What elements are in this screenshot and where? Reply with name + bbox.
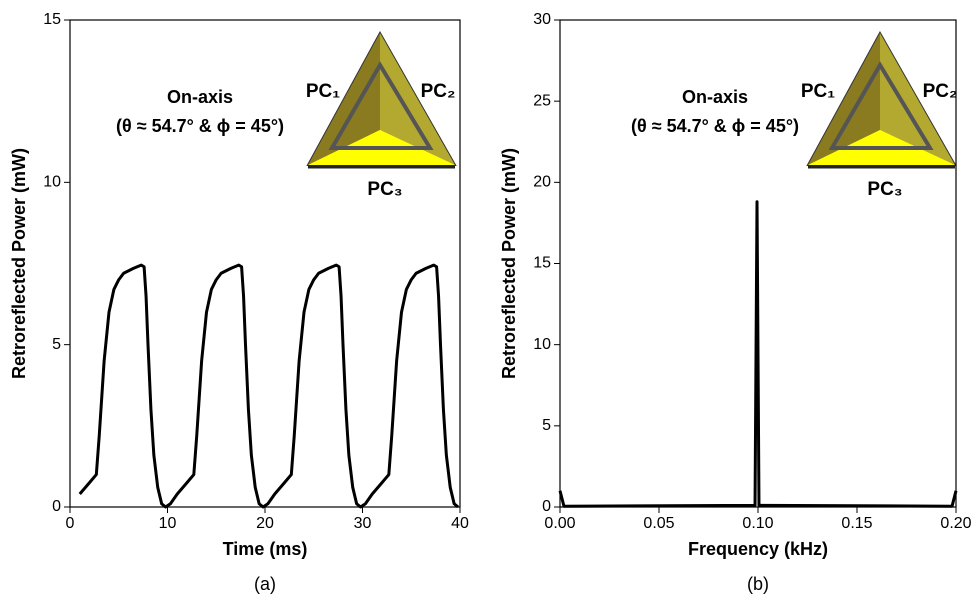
x-tick-label: 20 bbox=[256, 515, 274, 532]
annotation: On-axis bbox=[682, 87, 748, 107]
y-axis-label: Retroreflected Power (mW) bbox=[499, 148, 519, 379]
x-tick-label: 0.10 bbox=[742, 515, 773, 532]
x-axis-label: Time (ms) bbox=[223, 539, 308, 559]
pc-label: PC₂ bbox=[421, 81, 456, 102]
pc-label: PC₁ bbox=[306, 81, 340, 102]
pc-label: PC₁ bbox=[801, 81, 835, 102]
x-tick-label: 0 bbox=[66, 515, 75, 532]
pyramid-icon bbox=[806, 30, 957, 169]
y-tick-label: 0 bbox=[542, 498, 551, 515]
x-tick-label: 0.15 bbox=[841, 515, 872, 532]
pyramid-inner bbox=[328, 61, 434, 150]
x-tick-label: 0.20 bbox=[940, 515, 971, 532]
pc-label: PC₃ bbox=[367, 179, 402, 200]
pyramid-inner bbox=[828, 61, 934, 150]
panel-label: (b) bbox=[747, 574, 769, 594]
y-tick-label: 20 bbox=[533, 174, 551, 191]
annotation: On-axis bbox=[167, 87, 233, 107]
pyramid-icon bbox=[306, 30, 457, 169]
pyramid-face bbox=[808, 33, 880, 165]
pc-label: PC₃ bbox=[867, 179, 902, 200]
pyramid-face bbox=[308, 33, 380, 165]
x-tick-label: 40 bbox=[451, 515, 469, 532]
panel-label: (a) bbox=[254, 574, 276, 594]
pyramid-face bbox=[380, 33, 455, 165]
y-tick-label: 30 bbox=[533, 11, 551, 28]
x-tick-label: 0.00 bbox=[544, 515, 575, 532]
y-tick-label: 5 bbox=[52, 336, 61, 353]
y-tick-label: 10 bbox=[43, 174, 61, 191]
pc-label: PC₂ bbox=[923, 81, 958, 102]
x-axis-label: Frequency (kHz) bbox=[688, 539, 828, 559]
data-line bbox=[78, 263, 460, 509]
y-tick-label: 25 bbox=[533, 92, 551, 109]
annotation: (θ ≈ 54.7° & ϕ = 45°) bbox=[116, 116, 284, 136]
y-tick-label: 5 bbox=[542, 417, 551, 434]
annotation: (θ ≈ 54.7° & ϕ = 45°) bbox=[631, 116, 799, 136]
y-tick-label: 10 bbox=[533, 336, 551, 353]
y-tick-label: 15 bbox=[43, 11, 61, 28]
y-tick-label: 0 bbox=[52, 498, 61, 515]
x-tick-label: 0.05 bbox=[643, 515, 674, 532]
y-axis-label: Retroreflected Power (mW) bbox=[9, 148, 29, 379]
x-tick-label: 30 bbox=[354, 515, 372, 532]
x-tick-label: 10 bbox=[159, 515, 177, 532]
y-tick-label: 15 bbox=[533, 255, 551, 272]
pyramid-face bbox=[880, 33, 955, 165]
data-line bbox=[558, 200, 958, 508]
